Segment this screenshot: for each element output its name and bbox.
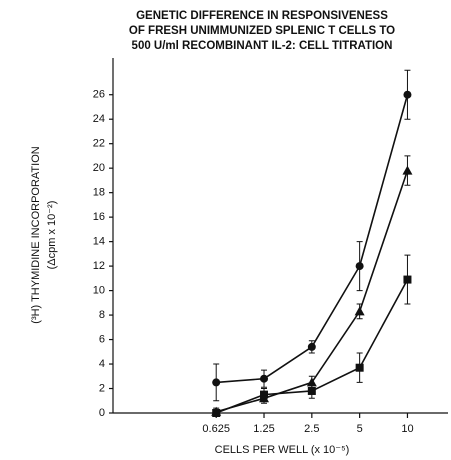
y-tick-label: 4: [99, 358, 105, 370]
y-tick-label: 10: [93, 284, 105, 296]
x-axis-label: CELLS PER WELL (x 10⁻⁵): [215, 444, 350, 456]
chart-title: GENETIC DIFFERENCE IN RESPONSIVENESS: [136, 10, 388, 22]
marker: [354, 306, 365, 316]
series-line: [216, 94, 409, 384]
y-axis-label: (Δcpm x 10⁻²): [46, 201, 58, 270]
x-tick-label: 0.625: [202, 423, 230, 435]
marker: [355, 363, 364, 372]
y-tick-label: 8: [99, 309, 105, 321]
chart-title: 500 U/ml RECOMBINANT IL-2: CELL TITRATIO…: [132, 40, 393, 52]
marker: [212, 409, 221, 417]
y-tick-label: 12: [93, 260, 105, 272]
marker: [403, 90, 412, 99]
y-tick-label: 26: [93, 89, 105, 101]
marker: [307, 386, 316, 395]
marker: [260, 374, 269, 383]
marker: [403, 275, 412, 284]
x-tick-label: 5: [357, 423, 363, 435]
chart-title: OF FRESH UNIMMUNIZED SPLENIC T CELLS TO: [129, 25, 395, 37]
y-axis-label: (³H) THYMIDINE INCORPORATION: [30, 146, 42, 323]
marker: [212, 378, 221, 387]
y-tick-label: 20: [93, 162, 105, 174]
y-tick-label: 22: [93, 138, 105, 150]
marker: [307, 342, 316, 351]
y-tick-label: 6: [99, 333, 105, 345]
x-tick-label: 2.5: [304, 423, 319, 435]
x-tick-label: 10: [401, 423, 413, 435]
marker: [306, 377, 317, 387]
y-tick-label: 2: [99, 382, 105, 394]
marker: [355, 262, 364, 271]
marker: [402, 165, 413, 175]
series-line: [215, 170, 409, 413]
y-tick-label: 16: [93, 211, 105, 223]
y-tick-label: 14: [93, 236, 105, 248]
x-tick-label: 1.25: [253, 423, 274, 435]
y-tick-label: 0: [99, 407, 105, 419]
marker: [260, 390, 269, 399]
y-tick-label: 18: [93, 187, 105, 199]
y-tick-label: 24: [93, 113, 105, 125]
